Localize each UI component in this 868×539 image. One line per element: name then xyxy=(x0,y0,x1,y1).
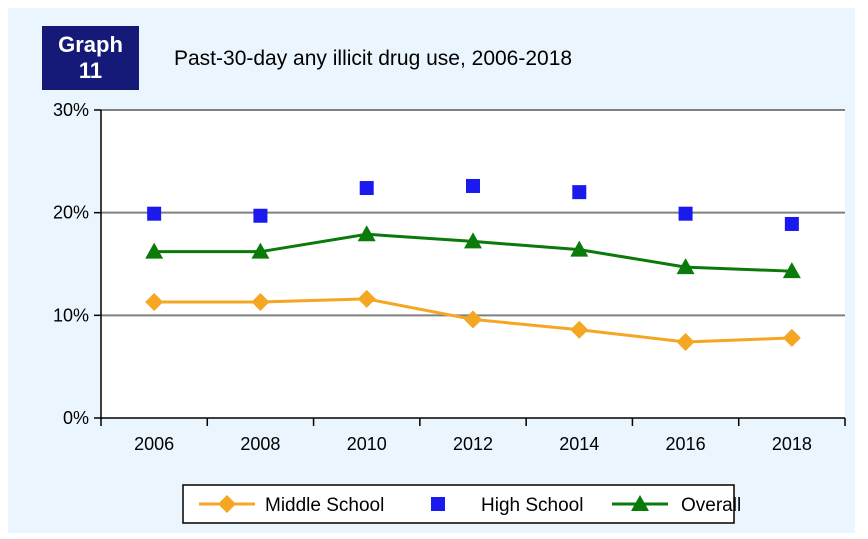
data-point-middle-school xyxy=(782,328,801,347)
plot-area xyxy=(101,110,845,418)
legend-label: Middle School xyxy=(265,495,384,516)
x-tick-label: 2012 xyxy=(453,434,493,454)
legend-label: Overall xyxy=(681,495,741,516)
x-tick-label: 2006 xyxy=(134,434,174,454)
data-point-high-school xyxy=(678,206,693,221)
data-point-high-school xyxy=(253,208,268,223)
data-point-high-school xyxy=(147,206,162,221)
y-tick-label: 20% xyxy=(53,203,89,223)
data-point-overall xyxy=(357,225,376,242)
series-overall xyxy=(145,225,801,279)
data-point-overall xyxy=(782,262,801,279)
graph-number-badge: Graph 11 xyxy=(42,26,139,90)
x-tick-label: 2014 xyxy=(559,434,599,454)
data-point-middle-school xyxy=(464,310,482,329)
data-point-high-school xyxy=(784,216,799,231)
badge-number: 11 xyxy=(78,58,103,83)
plot-background xyxy=(101,110,845,418)
legend: Middle School High School Overall xyxy=(182,484,741,524)
series-middle-school xyxy=(145,289,801,352)
legend-marker-middle-school xyxy=(218,495,236,513)
legend-marker-high-school xyxy=(431,497,445,511)
axes xyxy=(94,109,846,426)
data-point-high-school xyxy=(572,185,587,200)
data-point-overall xyxy=(145,242,164,259)
x-tick-label: 2008 xyxy=(240,434,280,454)
data-point-overall xyxy=(676,258,695,275)
x-tick-label: 2016 xyxy=(666,434,706,454)
data-point-overall xyxy=(570,240,589,257)
legend-item-high-school: High School xyxy=(431,495,583,516)
x-tick-label: 2010 xyxy=(347,434,387,454)
legend-marker-overall xyxy=(631,495,649,511)
chart-title: Past-30-day any illicit drug use, 2006-2… xyxy=(174,47,573,70)
data-point-middle-school xyxy=(357,289,376,308)
y-axis-labels: 0% 10% 20% 30% xyxy=(53,100,89,428)
data-point-high-school xyxy=(359,181,374,196)
legend-item-middle-school: Middle School xyxy=(199,495,384,516)
series-high-school xyxy=(147,178,799,231)
legend-item-overall: Overall xyxy=(612,495,741,516)
badge-label: Graph xyxy=(58,32,123,57)
data-point-high-school xyxy=(466,178,480,193)
legend-label: High School xyxy=(481,495,583,516)
data-point-overall xyxy=(464,232,482,249)
y-tick-label: 30% xyxy=(53,100,89,120)
y-tick-label: 0% xyxy=(63,408,89,428)
data-point-middle-school xyxy=(251,292,270,311)
series-layer xyxy=(145,178,801,352)
data-point-middle-school xyxy=(145,292,164,311)
y-tick-label: 10% xyxy=(53,305,89,325)
data-point-middle-school xyxy=(676,333,695,352)
x-axis-labels: 2006 2008 2010 2012 2014 2016 2018 xyxy=(134,434,812,454)
x-tick-label: 2018 xyxy=(772,434,812,454)
data-point-overall xyxy=(251,242,270,259)
data-point-middle-school xyxy=(570,320,589,339)
